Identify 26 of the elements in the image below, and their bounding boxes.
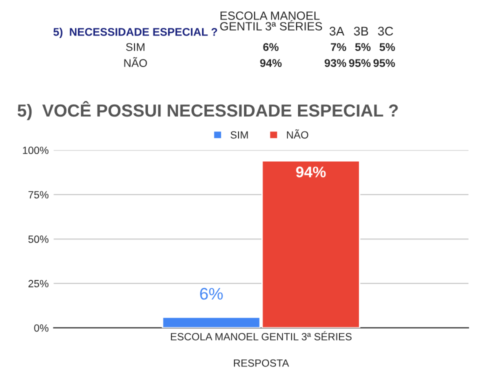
y-tick-label: 50% — [28, 236, 48, 243]
text: NÃO — [124, 57, 147, 67]
text: 94% — [260, 59, 282, 67]
text: 3A — [330, 26, 344, 36]
chart-title: 5) VOCÊ POSSUI NECESSIDADE ESPECIAL ? — [18, 101, 398, 120]
text: 6% — [263, 43, 279, 51]
text: 93% — [324, 59, 346, 67]
text: 5) NECESSIDADE ESPECIAL ? — [53, 28, 218, 38]
data-label: 6% — [200, 288, 223, 300]
y-tick-label: 25% — [28, 280, 48, 288]
text: 95% — [349, 59, 371, 67]
y-tick-label: 75% — [28, 191, 48, 198]
text: 5% — [355, 43, 371, 51]
y-tick-label: 0% — [34, 324, 48, 332]
legend-label: SIM — [230, 131, 248, 139]
text: 5% — [380, 43, 395, 51]
text: ESCOLA MANOEL GENTIL 3ª SÉRIES — [220, 12, 322, 30]
y-tick-label: 100% — [22, 146, 48, 154]
text: SIM — [126, 43, 144, 51]
data-label: 94% — [296, 166, 326, 178]
text: 95% — [373, 59, 395, 67]
text: 3B — [354, 26, 368, 36]
text: 7% — [330, 43, 346, 51]
x-axis-title: RESPOSTA — [234, 359, 290, 367]
legend-label: NÃO — [286, 129, 308, 139]
text: 3C — [378, 26, 394, 36]
